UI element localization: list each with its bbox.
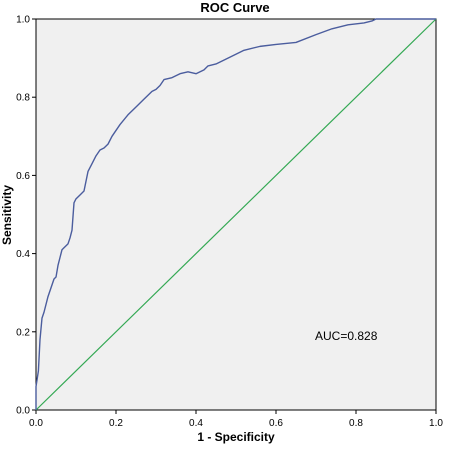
auc-annotation: AUC=0.828 [315,329,378,343]
roc-curve-line [35,18,436,410]
x-tick-label: 0.2 [109,418,123,429]
y-tick-label: 0.4 [16,249,30,260]
y-axis-label: Sensitivity [0,185,14,245]
x-axis-label: 1 - Specificity [197,430,275,444]
x-tick-label: 0.8 [349,418,363,429]
series-layer [35,18,437,411]
y-tick-label: 0.0 [16,406,30,417]
chart-title: ROC Curve [200,0,269,15]
y-tick-label: 1.0 [16,15,30,26]
x-tick-label: 0.0 [29,418,43,429]
x-axis-ticks: 0.0 0.2 0.4 0.6 0.8 1.0 [29,410,443,429]
y-tick-label: 0.2 [16,327,30,338]
y-axis-ticks: 0.0 0.2 0.4 0.6 0.8 1.0 [16,15,36,417]
x-tick-label: 0.6 [269,418,283,429]
x-tick-label: 1.0 [429,418,443,429]
reference-line [35,18,437,411]
y-tick-label: 0.8 [16,93,30,104]
y-tick-label: 0.6 [16,171,30,182]
x-tick-label: 0.4 [189,418,203,429]
